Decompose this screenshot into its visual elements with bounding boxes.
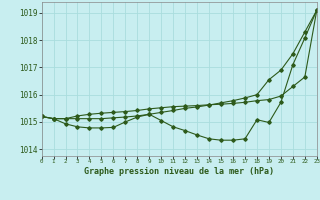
X-axis label: Graphe pression niveau de la mer (hPa): Graphe pression niveau de la mer (hPa): [84, 167, 274, 176]
